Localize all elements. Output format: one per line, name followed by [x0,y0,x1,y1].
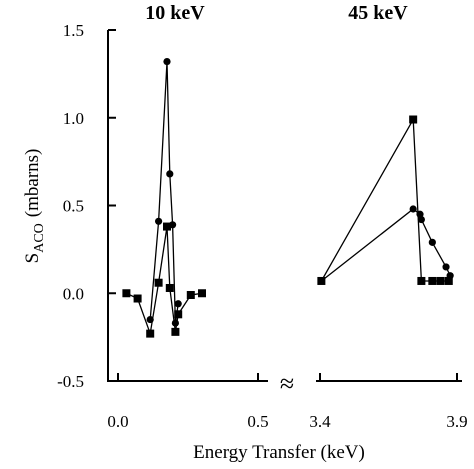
y-tick-label: 1.0 [63,109,84,128]
data-series [122,57,454,338]
data-point-square [146,329,155,338]
data-point-square [317,276,326,285]
data-point-square [165,283,174,292]
data-point-square [154,278,163,287]
data-point-square [163,222,171,231]
x-tick-label: 3.4 [309,412,331,431]
panel-title-10kev: 10 keV [145,2,205,24]
data-point-square [122,289,131,298]
y-tick-label: -0.5 [57,372,84,391]
data-point-circle [163,57,171,66]
data-point-square [171,327,180,336]
y-tick-label: 0.5 [63,197,84,216]
data-point-square [428,276,437,285]
data-point-circle [174,300,182,308]
y-axis-label-unit: (mbarns) [22,149,43,218]
data-point-square [409,115,418,124]
data-point-circle [155,217,163,225]
data-point-circle [166,170,174,178]
x-tick-label: 0.5 [247,412,268,431]
data-point-circle [428,238,436,246]
series-line-circle [149,61,179,324]
series-line-square [320,117,449,282]
data-point-square [417,276,426,285]
y-axis-label-subscript: ACO [32,223,47,253]
x-tick-label: 3.9 [446,412,467,431]
data-point-square [186,291,195,300]
y-axis-label-main: S [22,253,43,264]
data-point-square [133,294,142,303]
data-point-circle [171,319,179,327]
data-point-square [436,276,445,285]
data-point-square [198,289,206,298]
data-point-circle [409,205,417,213]
ticks: 1.5 1.0 0.5 0.0 -0.5 0.0 0.5 3.4 3.9 [57,21,468,431]
data-point-square [444,276,453,285]
panel-title-45kev: 45 keV [348,2,408,24]
data-point-square [174,310,183,319]
y-axis-label: SACO (mbarns) [22,149,47,264]
data-point-circle [442,263,450,271]
y-tick-label: 1.5 [63,21,84,40]
axes-frame [107,30,462,382]
axis-break-symbol: ≈ [280,369,294,398]
series-line-square [126,226,203,337]
x-tick-label: 0.0 [107,412,128,431]
x-axis-label: Energy Transfer (keV) [193,442,365,463]
y-tick-label: 0.0 [63,284,84,303]
data-point-circle [417,215,425,224]
